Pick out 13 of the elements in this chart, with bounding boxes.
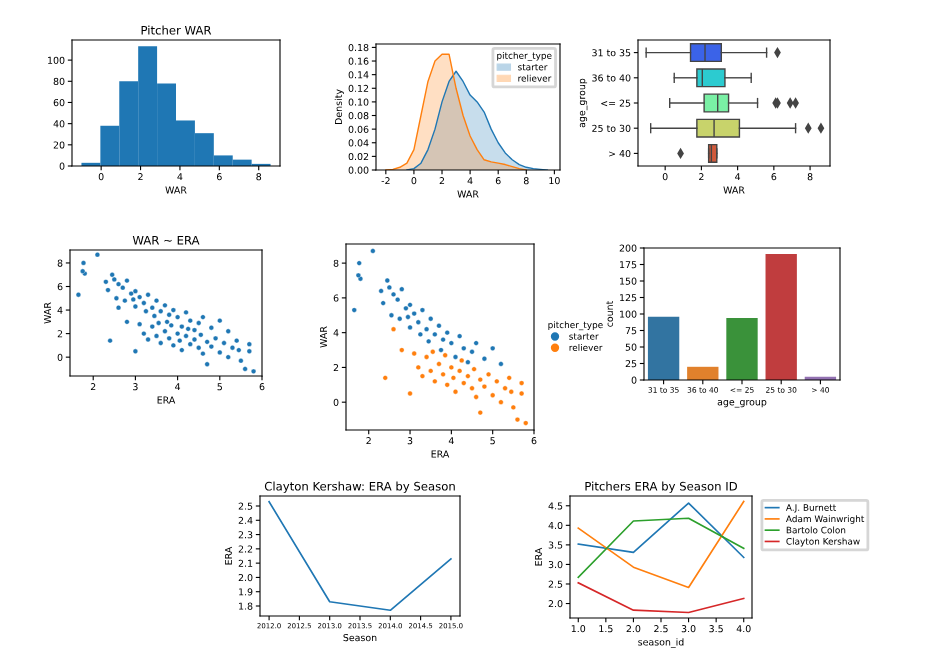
point bbox=[430, 349, 436, 355]
bar bbox=[647, 316, 680, 380]
bar bbox=[765, 253, 797, 380]
line-series bbox=[268, 500, 452, 612]
line-series bbox=[577, 517, 745, 579]
line-series bbox=[577, 581, 745, 614]
point bbox=[428, 316, 434, 322]
bar bbox=[726, 317, 758, 380]
line-series bbox=[577, 502, 745, 559]
point bbox=[518, 390, 525, 397]
line-series bbox=[577, 500, 745, 589]
bar bbox=[687, 366, 719, 380]
point bbox=[395, 297, 401, 303]
